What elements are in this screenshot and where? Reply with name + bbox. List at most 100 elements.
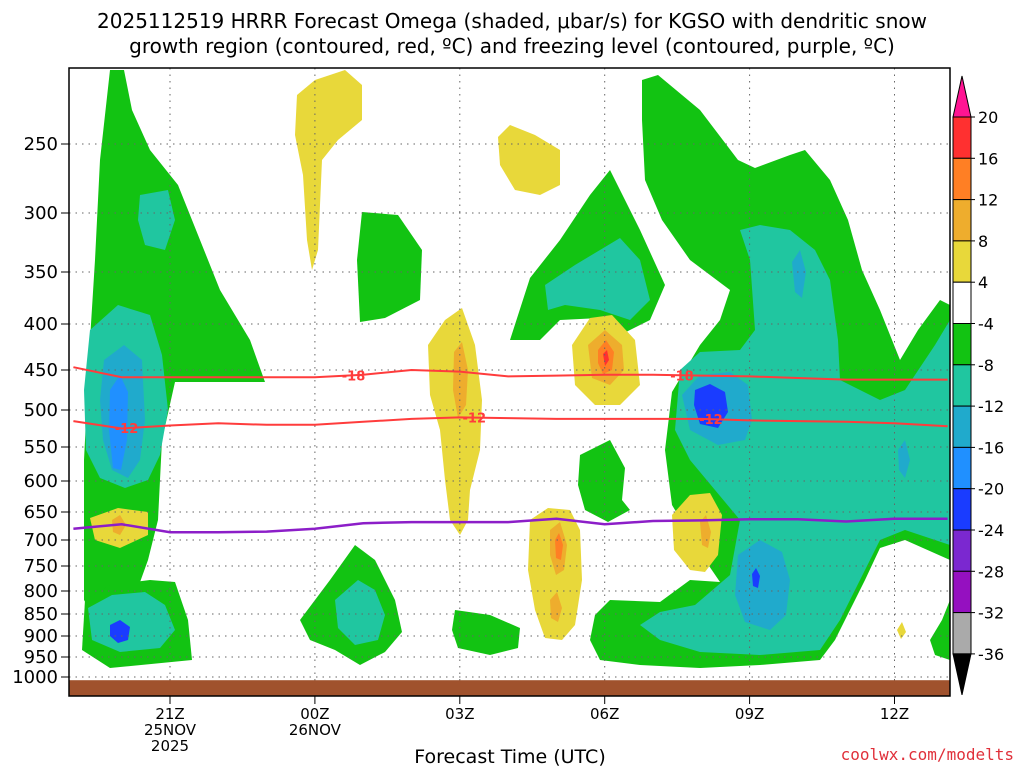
colorbar-swatch-5 (952, 281, 972, 325)
y-tick-label-350: 350 (24, 262, 58, 283)
y-tick-label-300: 300 (24, 203, 58, 224)
x-tick-label-09Z-1: 09Z (735, 705, 764, 723)
freezing-level-contour (73, 517, 948, 534)
colorbar-label--24: -24 (978, 521, 1004, 540)
omega-area-550-teal-spot (898, 440, 910, 478)
x-tick-label-03Z-1: 03Z (445, 705, 474, 723)
plot-frame (68, 67, 951, 697)
dgz-contour-12 (73, 416, 948, 430)
colorbar-swatch-12 (952, 570, 972, 614)
omega-area-left-low-teal (88, 592, 175, 652)
x-tick-label-21Z-2: 25NOV (144, 721, 197, 739)
colorbar-swatch-3 (952, 199, 972, 242)
x-tick-label-12Z-1: 12Z (880, 705, 909, 723)
y-tick-label-550: 550 (24, 437, 58, 458)
colorbar: 20 16 12 8 4 -4 -8 -12 -16 -20 -24 -28 -32 -36 (952, 75, 1004, 696)
x-tick-label-00Z-2: 26NOV (289, 721, 342, 739)
y-tick-label-700: 700 (24, 530, 58, 551)
colorbar-label--4: -4 (978, 315, 994, 334)
omega-area-06z-mid (578, 440, 630, 522)
plot-area: -18 -18 -12 -12 -12 (69, 68, 950, 696)
omega-area-08z-gold (700, 515, 711, 548)
y-tick-label-850: 850 (24, 604, 58, 625)
omega-area-05z-gold-low (550, 592, 562, 622)
omega-area-08z-descent (672, 493, 722, 572)
temperature-contours: -18 -18 -12 -12 -12 (73, 366, 948, 534)
x-tick-label-21Z-1: 21Z (155, 705, 184, 723)
grid-lines (69, 68, 950, 696)
colorbar-label-4: 4 (978, 273, 988, 292)
omega-area-left-core (109, 375, 128, 470)
x-tick-label-21Z-3: 2025 (151, 737, 189, 755)
colorbar-label--32: -32 (978, 604, 1004, 623)
ground-terrain (69, 680, 950, 696)
omega-area-03z-low (452, 610, 520, 655)
colorbar-swatch-13 (952, 612, 972, 655)
omega-area-05z-teal (545, 238, 650, 320)
omega-area-lowleft-core (110, 620, 130, 643)
y-tick-label-750: 750 (24, 556, 58, 577)
colorbar-swatch-10 (952, 488, 972, 531)
y-axis-ticks: 2503003504004505005506006507007508008509… (12, 134, 69, 688)
dgz-label-18-1: -18 (342, 369, 366, 384)
chart-title-line1: 2025112519 HRRR Forecast Omega (shaded, … (97, 9, 927, 33)
colorbar-swatch-6 (952, 323, 972, 366)
omega-area-00z-descent (295, 70, 362, 270)
colorbar-swatch-11 (952, 529, 972, 572)
colorbar-label-16: 16 (978, 149, 998, 168)
colorbar-label--20: -20 (978, 480, 1004, 499)
y-tick-label-500: 500 (24, 400, 58, 421)
dgz-label-12-2: -12 (463, 412, 487, 427)
omega-area-04z-upper (498, 125, 560, 195)
colorbar-swatch-2 (952, 157, 972, 201)
colorbar-swatch-bottom-arrow (952, 653, 972, 696)
colorbar-label--8: -8 (978, 356, 994, 375)
x-axis-label: Forecast Time (UTC) (414, 746, 605, 768)
dgz-contour-18 (73, 366, 948, 381)
omega-shading (82, 70, 950, 668)
colorbar-label-12: 12 (978, 191, 998, 210)
x-tick-label-00Z-1: 00Z (300, 705, 329, 723)
y-tick-label-600: 600 (24, 471, 58, 492)
colorbar-label--16: -16 (978, 438, 1004, 457)
colorbar-swatch-top-arrow (952, 75, 972, 118)
chart-title-line2: growth region (contoured, red, ºC) and f… (129, 34, 895, 58)
colorbar-label--36: -36 (978, 645, 1004, 664)
omega-area-right-core (694, 384, 728, 428)
colorbar-label-20: 20 (978, 108, 998, 127)
colorbar-swatch-4 (952, 240, 972, 283)
colorbar-label--12: -12 (978, 397, 1004, 416)
y-tick-label-950: 950 (24, 647, 58, 668)
y-tick-label-250: 250 (24, 134, 58, 155)
x-tick-label-06Z-1: 06Z (590, 705, 619, 723)
omega-area-right-teal (640, 225, 950, 655)
dgz-label-12-3: -12 (699, 413, 723, 428)
omega-area-05z-low-descent (528, 508, 582, 640)
credit-text: coolwx.com/modelts (841, 745, 1014, 764)
omega-area-mid-blob (357, 212, 422, 322)
omega-area-09z-blue (735, 540, 790, 630)
colorbar-swatch-8 (952, 405, 972, 448)
y-tick-label-900: 900 (24, 626, 58, 647)
y-tick-label-650: 650 (24, 502, 58, 523)
y-tick-label-1000: 1000 (12, 667, 58, 688)
omega-area-09z-core (752, 568, 760, 588)
colorbar-label-8: 8 (978, 232, 988, 251)
omega-area-left-300-teal (138, 190, 175, 250)
omega-area-03z-gold (453, 342, 468, 418)
colorbar-swatch-7 (952, 364, 972, 407)
omega-area-01z-low-teal (335, 580, 385, 645)
dgz-label-18-2: -18 (670, 369, 694, 384)
colorbar-swatch-9 (952, 446, 972, 490)
omega-area-12z-speck (897, 622, 906, 639)
y-tick-label-400: 400 (24, 314, 58, 335)
colorbar-label--28: -28 (978, 562, 1004, 581)
y-tick-label-450: 450 (24, 360, 58, 381)
colorbar-swatch-1 (952, 116, 972, 159)
omega-area-03z-descent (428, 308, 482, 535)
omega-area-800-teal-spot (792, 250, 806, 298)
y-tick-label-800: 800 (24, 581, 58, 602)
dgz-label-12-1: -12 (115, 422, 139, 437)
